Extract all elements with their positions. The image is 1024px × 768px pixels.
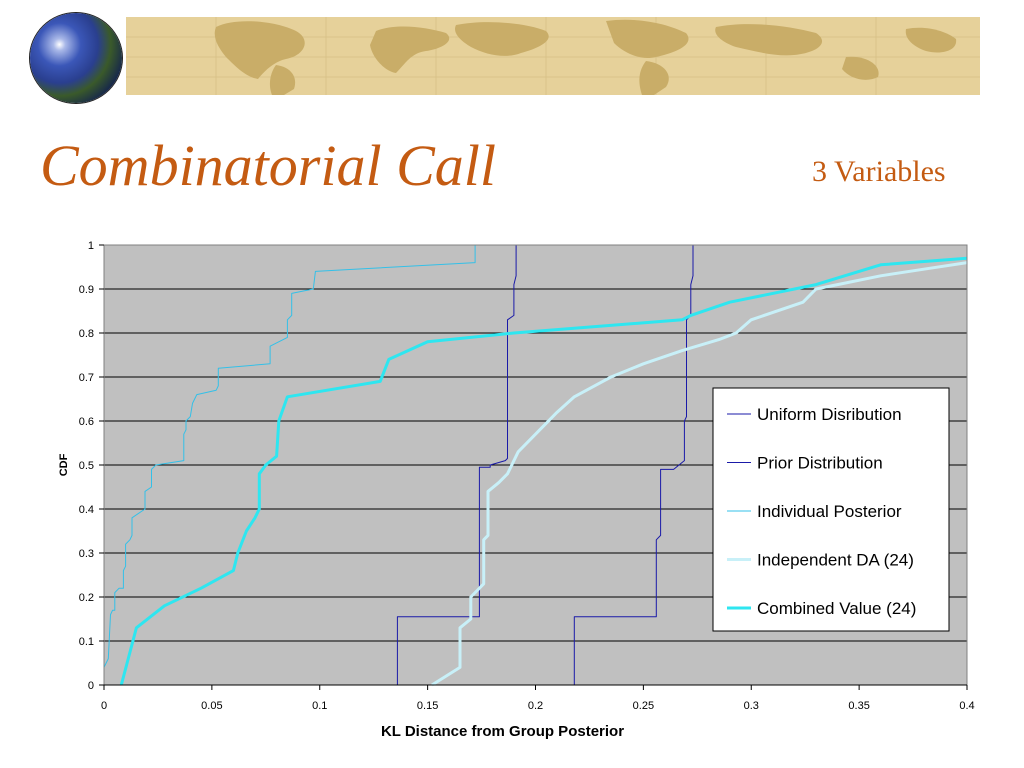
x-tick-label: 0.2 xyxy=(528,700,543,712)
cdf-line-chart: 0 0.05 0.1 0.15 0.2 0.25 0.3 0.35 0.4 0 0.1 0.2 0.3… xyxy=(58,240,975,740)
legend-label: Independent DA (24) xyxy=(757,551,914,570)
x-axis-label: KL Distance from Group Posterior xyxy=(381,723,624,740)
legend: Uniform Disribution Prior Distribution Ind… xyxy=(712,387,950,632)
legend-label: Prior Distribution xyxy=(757,454,883,473)
y-tick-label: 0.8 xyxy=(79,328,94,340)
y-tick-label: 0.3 xyxy=(79,548,94,560)
y-tick-label: 0.2 xyxy=(79,592,94,604)
y-tick-label: 0.7 xyxy=(79,372,94,384)
series-layer xyxy=(103,245,968,687)
y-tick-label: 0.9 xyxy=(79,284,94,296)
y-axis-ticks: 0 0.1 0.2 0.3 0.4 0.5 0.6 0.7 0.8 0.9 1 xyxy=(79,240,104,692)
legend-box xyxy=(712,387,950,632)
slide-subtitle: 3 Variables xyxy=(812,155,946,188)
world-map-banner xyxy=(126,17,980,95)
y-tick-label: 1 xyxy=(88,240,94,252)
x-tick-label: 0.4 xyxy=(959,700,974,712)
series-line-2 xyxy=(573,245,694,685)
globe-logo xyxy=(30,13,122,103)
legend-label: Uniform Disribution xyxy=(757,405,902,424)
x-tick-label: 0.1 xyxy=(312,700,327,712)
series-line-3 xyxy=(103,245,476,668)
y-tick-label: 0 xyxy=(88,680,94,692)
y-tick-label: 0.5 xyxy=(79,460,94,472)
y-tick-label: 0.6 xyxy=(79,416,94,428)
world-map-image xyxy=(126,17,980,95)
y-tick-label: 0.1 xyxy=(79,636,94,648)
y-tick-label: 0.4 xyxy=(79,504,94,516)
x-tick-label: 0.35 xyxy=(848,700,869,712)
legend-label: Combined Value (24) xyxy=(757,599,916,618)
slide-title: Combinatorial Call xyxy=(40,133,497,198)
series-line-5 xyxy=(119,256,968,686)
x-axis-ticks: 0 0.05 0.1 0.15 0.2 0.25 0.3 0.35 0.4 xyxy=(101,684,975,712)
x-tick-label: 0.05 xyxy=(201,700,222,712)
series-line-1 xyxy=(396,245,517,685)
x-tick-label: 0 xyxy=(101,700,107,712)
legend-label: Individual Posterior xyxy=(757,502,902,521)
x-tick-label: 0.15 xyxy=(417,700,438,712)
y-axis-label: CDF xyxy=(58,453,70,476)
series-line-4 xyxy=(431,261,968,687)
x-tick-label: 0.25 xyxy=(633,700,654,712)
x-tick-label: 0.3 xyxy=(744,700,759,712)
